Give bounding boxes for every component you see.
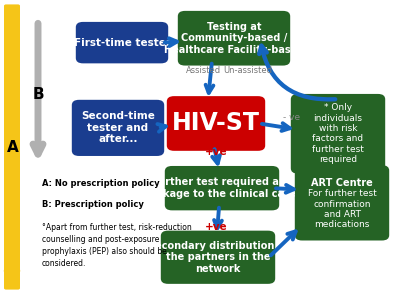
Text: B: B	[32, 86, 44, 102]
Text: +ve: +ve	[205, 222, 227, 232]
FancyBboxPatch shape	[291, 94, 385, 173]
FancyBboxPatch shape	[161, 230, 275, 284]
Text: For further test
confirmation
and ART
medications: For further test confirmation and ART me…	[308, 189, 376, 229]
Text: First-time tester: First-time tester	[74, 38, 170, 48]
Text: Un-assisted: Un-assisted	[224, 66, 272, 75]
Text: A: A	[7, 139, 19, 155]
Text: * Only
individuals
with risk
factors and
further test
required: * Only individuals with risk factors and…	[312, 103, 364, 164]
Text: Further test required and
linkage to the clinical care: Further test required and linkage to the…	[149, 177, 295, 199]
Text: HIV-ST: HIV-ST	[172, 111, 260, 136]
Text: Testing at
Community-based /
Healthcare Facility-based: Testing at Community-based / Healthcare …	[164, 22, 304, 55]
Text: ART Centre: ART Centre	[311, 178, 373, 188]
FancyBboxPatch shape	[4, 4, 20, 290]
FancyBboxPatch shape	[295, 165, 389, 240]
Text: - ve: - ve	[284, 113, 300, 122]
Text: A: No prescription policy: A: No prescription policy	[42, 179, 160, 188]
FancyBboxPatch shape	[178, 11, 290, 66]
Text: Assisted: Assisted	[186, 66, 222, 75]
FancyBboxPatch shape	[167, 96, 265, 151]
FancyBboxPatch shape	[165, 166, 279, 211]
Text: +ve: +ve	[205, 147, 227, 157]
Text: °Apart from further test, risk-reduction
counselling and post-exposure
prophylax: °Apart from further test, risk-reduction…	[42, 223, 192, 268]
Text: Second-time
tester and
after...: Second-time tester and after...	[81, 111, 155, 144]
Text: B: Prescription policy: B: Prescription policy	[42, 200, 144, 209]
Text: Secondary distribution to
the partners in the
network: Secondary distribution to the partners i…	[148, 241, 288, 274]
FancyBboxPatch shape	[76, 22, 168, 64]
FancyBboxPatch shape	[72, 100, 164, 156]
